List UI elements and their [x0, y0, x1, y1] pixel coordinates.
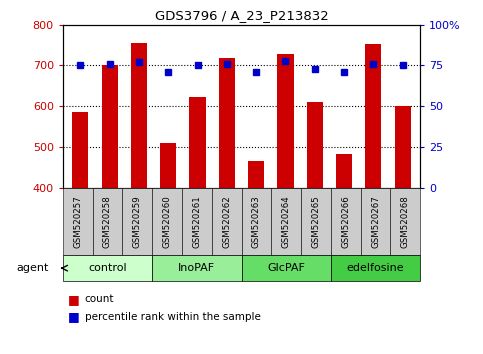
Text: ■: ■ [68, 293, 79, 306]
Text: GSM520267: GSM520267 [371, 195, 380, 248]
Text: GSM520264: GSM520264 [282, 195, 291, 248]
Text: GSM520259: GSM520259 [133, 195, 142, 247]
Text: percentile rank within the sample: percentile rank within the sample [85, 312, 260, 322]
Bar [336, 154, 352, 350]
Text: GSM520257: GSM520257 [73, 195, 82, 248]
Text: GlcPAF: GlcPAF [267, 263, 305, 273]
Text: GSM520260: GSM520260 [163, 195, 171, 248]
Text: edelfosine: edelfosine [347, 263, 404, 273]
Bar [395, 106, 411, 350]
Text: count: count [85, 294, 114, 304]
Text: agent: agent [16, 263, 48, 273]
Text: InoPAF: InoPAF [178, 263, 215, 273]
Text: GSM520262: GSM520262 [222, 195, 231, 248]
Bar [248, 161, 264, 350]
Bar [189, 97, 206, 350]
Text: GSM520261: GSM520261 [192, 195, 201, 248]
Bar [307, 102, 323, 350]
Text: ■: ■ [68, 310, 79, 323]
Text: GSM520265: GSM520265 [312, 195, 320, 248]
Text: GSM520263: GSM520263 [252, 195, 261, 248]
Bar [101, 65, 118, 350]
Bar [131, 43, 147, 350]
Text: GSM520268: GSM520268 [401, 195, 410, 248]
Bar [365, 44, 382, 350]
Text: GSM520266: GSM520266 [341, 195, 350, 248]
Bar [277, 54, 294, 350]
Text: control: control [88, 263, 127, 273]
Bar [219, 58, 235, 350]
Bar [160, 143, 176, 350]
Text: GSM520258: GSM520258 [103, 195, 112, 248]
Bar [72, 112, 88, 350]
Text: GDS3796 / A_23_P213832: GDS3796 / A_23_P213832 [155, 9, 328, 22]
